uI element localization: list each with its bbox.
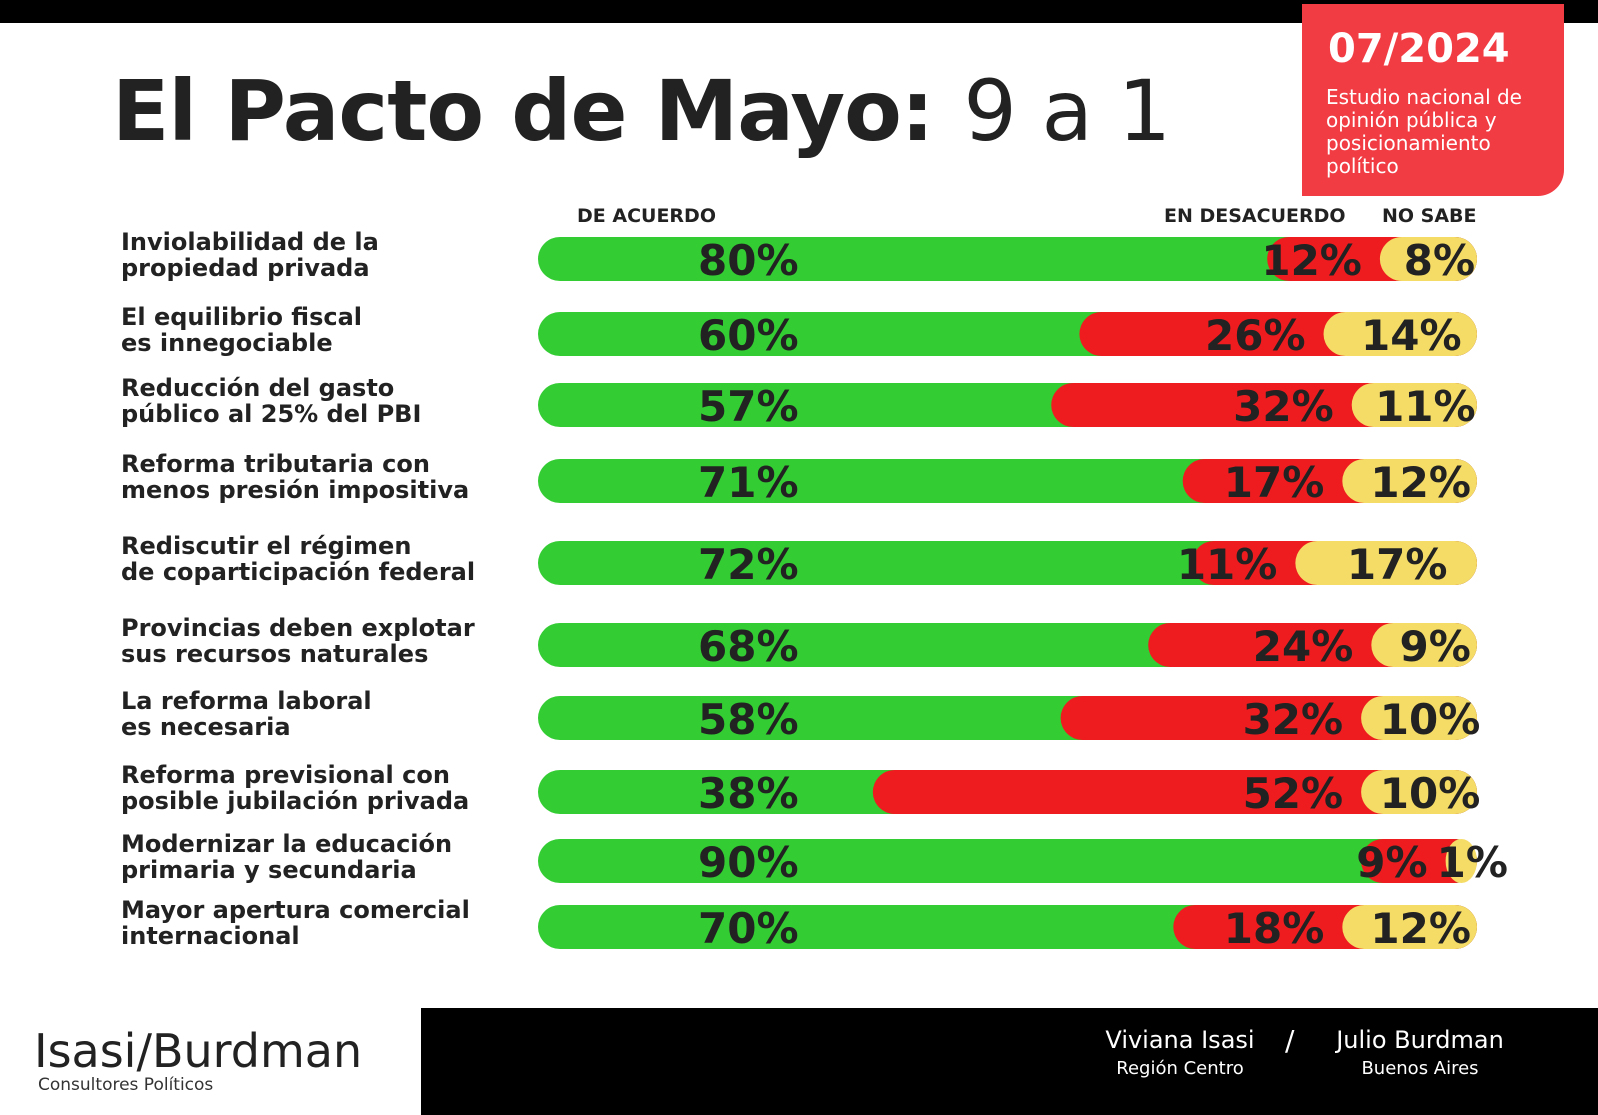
legend-dont-know: NO SABE [1382, 205, 1477, 227]
category-label-line: es innegociable [121, 329, 333, 357]
category-label-line: menos presión impositiva [121, 476, 470, 504]
person-region: Buenos Aires [1361, 1058, 1479, 1079]
value-label-agree: 57% [698, 382, 799, 431]
title-main: El Pacto de Mayo: [112, 62, 934, 160]
category-label-line: sus recursos naturales [121, 640, 429, 668]
category-label-line: de coparticipación federal [121, 558, 476, 586]
bar-dont-know [1371, 623, 1477, 667]
category-label: Provincias deben explotar sus recursos na… [121, 615, 521, 667]
value-label-disagree: 26% [1205, 311, 1306, 360]
bar-dont-know [1342, 459, 1477, 503]
bar-dont-know [1379, 237, 1477, 281]
logo: Isasi/Burdman [34, 1024, 363, 1078]
value-label-dont-know: 14% [1361, 311, 1462, 360]
value-label-agree: 71% [698, 458, 799, 507]
value-label-dont-know: 9% [1400, 622, 1471, 671]
bar-dont-know [1361, 696, 1477, 740]
value-label-dont-know: 10% [1380, 695, 1481, 744]
badge-description: Estudio nacional de opinión pública y po… [1326, 85, 1522, 178]
legend-disagree: EN DESACUERDO [1164, 205, 1346, 227]
bar-agree [538, 237, 1477, 281]
category-label: Inviolabilidad de la propiedad privada [121, 229, 521, 281]
bar-dont-know [1351, 383, 1477, 427]
value-label-disagree: 24% [1253, 622, 1354, 671]
category-label: La reforma laboral es necesaria [121, 688, 521, 740]
title-sub: 9 a 1 [963, 62, 1171, 160]
category-label: El equilibrio fiscal es innegociable [121, 304, 521, 356]
bar-dont-know [1342, 905, 1477, 949]
logo-subtitle: Consultores Políticos [38, 1075, 214, 1095]
value-label-dont-know: 1% [1437, 838, 1508, 887]
value-label-dont-know: 10% [1380, 769, 1481, 818]
footer-separator: / [1285, 1024, 1295, 1057]
value-label-agree: 60% [698, 311, 799, 360]
category-label: Reforma tributaria con menos presión impo… [121, 451, 521, 503]
value-label-disagree: 32% [1243, 695, 1344, 744]
value-label-disagree: 52% [1243, 769, 1344, 818]
bar-agree [538, 839, 1477, 883]
value-label-dont-know: 12% [1370, 904, 1471, 953]
value-label-disagree: 17% [1224, 458, 1325, 507]
category-label: Reforma previsional con posible jubilació… [121, 762, 521, 814]
footer-bar [421, 1008, 1598, 1115]
category-label: Mayor apertura comercial internacional [121, 897, 521, 949]
bar-disagree [872, 770, 1477, 814]
bar-dont-know [1323, 312, 1477, 356]
category-label-line: primaria y secundaria [121, 856, 417, 884]
category-label-line: Rediscutir el régimen [121, 532, 412, 560]
value-label-disagree: 18% [1224, 904, 1325, 953]
value-label-agree: 58% [698, 695, 799, 744]
category-label-line: Reforma previsional con [121, 761, 450, 789]
value-label-dont-know: 17% [1347, 540, 1448, 589]
category-label-line: Mayor apertura comercial [121, 896, 470, 924]
page-title: El Pacto de Mayo: 9 a 1 [112, 62, 1171, 160]
value-label-disagree: 12% [1261, 236, 1362, 285]
category-label-line: posible jubilación privada [121, 787, 470, 815]
value-label-agree: 90% [698, 838, 799, 887]
category-label-line: Modernizar la educación [121, 830, 453, 858]
value-label-agree: 70% [698, 904, 799, 953]
bar-dont-know [1295, 541, 1477, 585]
value-label-agree: 72% [698, 540, 799, 589]
person-name: Julio Burdman [1336, 1026, 1504, 1054]
category-label: Modernizar la educación primaria y secund… [121, 831, 521, 883]
value-label-agree: 38% [698, 769, 799, 818]
value-label-agree: 80% [698, 236, 799, 285]
category-label-line: Reforma tributaria con [121, 450, 430, 478]
person-region: Región Centro [1116, 1058, 1244, 1079]
category-label-line: público al 25% del PBI [121, 400, 422, 428]
category-label: Reducción del gasto público al 25% del PB… [121, 375, 521, 427]
value-label-dont-know: 8% [1404, 236, 1475, 285]
category-label-line: es necesaria [121, 713, 291, 741]
badge-date: 07/2024 [1328, 26, 1510, 72]
category-label: Rediscutir el régimen de coparticipación … [121, 533, 521, 585]
person-1: Viviana Isasi Región Centro [1095, 1026, 1265, 1079]
legend-agree: DE ACUERDO [577, 205, 716, 227]
category-label-line: El equilibrio fiscal [121, 303, 363, 331]
value-label-agree: 68% [698, 622, 799, 671]
value-label-disagree: 11% [1177, 540, 1278, 589]
value-label-disagree: 9% [1356, 838, 1427, 887]
date-badge: 07/2024 Estudio nacional de opinión públ… [1302, 4, 1564, 196]
category-label-line: Provincias deben explotar [121, 614, 475, 642]
person-2: Julio Burdman Buenos Aires [1320, 1026, 1520, 1079]
top-bar [0, 0, 1598, 23]
category-label-line: La reforma laboral [121, 687, 372, 715]
bar-dont-know [1445, 839, 1477, 883]
category-label-line: internacional [121, 922, 300, 950]
category-label-line: propiedad privada [121, 254, 370, 282]
person-name: Viviana Isasi [1105, 1026, 1255, 1054]
value-label-dont-know: 11% [1375, 382, 1476, 431]
category-label-line: Inviolabilidad de la [121, 228, 379, 256]
bar-dont-know [1361, 770, 1477, 814]
value-label-disagree: 32% [1233, 382, 1334, 431]
category-label-line: Reducción del gasto [121, 374, 395, 402]
value-label-dont-know: 12% [1370, 458, 1471, 507]
